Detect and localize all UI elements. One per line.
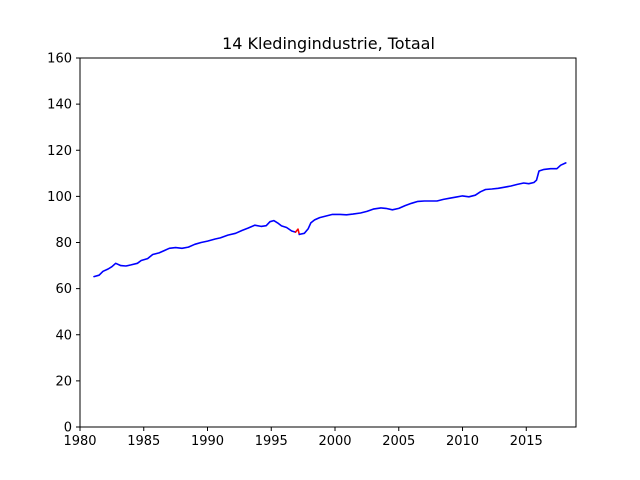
- x-tick-label: 1995: [255, 434, 288, 449]
- chart-title: 14 Kledingindustrie, Totaal: [222, 34, 435, 53]
- y-tick-label: 60: [55, 282, 72, 297]
- y-tick-label: 0: [64, 421, 72, 436]
- x-tick-label: 1990: [191, 434, 224, 449]
- y-tick-label: 40: [55, 328, 72, 343]
- x-tick-label: 1980: [63, 434, 96, 449]
- x-tick-label: 1985: [127, 434, 160, 449]
- plot-frame: [79, 57, 577, 428]
- y-tick-label: 80: [55, 236, 72, 251]
- y-tick-label: 120: [47, 144, 72, 159]
- y-axis: 0 20 40 60 80 100 120 140 160: [47, 52, 80, 436]
- series-line-1: [93, 219, 297, 278]
- x-axis: 1980 1985 1990 1995 2000 2005 2010 2015: [63, 427, 543, 449]
- series-line-2: [294, 228, 301, 236]
- x-tick-label: 2005: [382, 434, 415, 449]
- y-tick-label: 100: [47, 190, 72, 205]
- y-tick-label: 140: [47, 98, 72, 113]
- x-tick-label: 2010: [446, 434, 479, 449]
- y-tick-label: 20: [55, 374, 72, 389]
- series-line-3: [298, 162, 567, 236]
- y-tick-label: 160: [47, 52, 72, 67]
- x-tick-label: 2015: [510, 434, 543, 449]
- x-tick-label: 2000: [318, 434, 351, 449]
- series-layer: [93, 162, 567, 278]
